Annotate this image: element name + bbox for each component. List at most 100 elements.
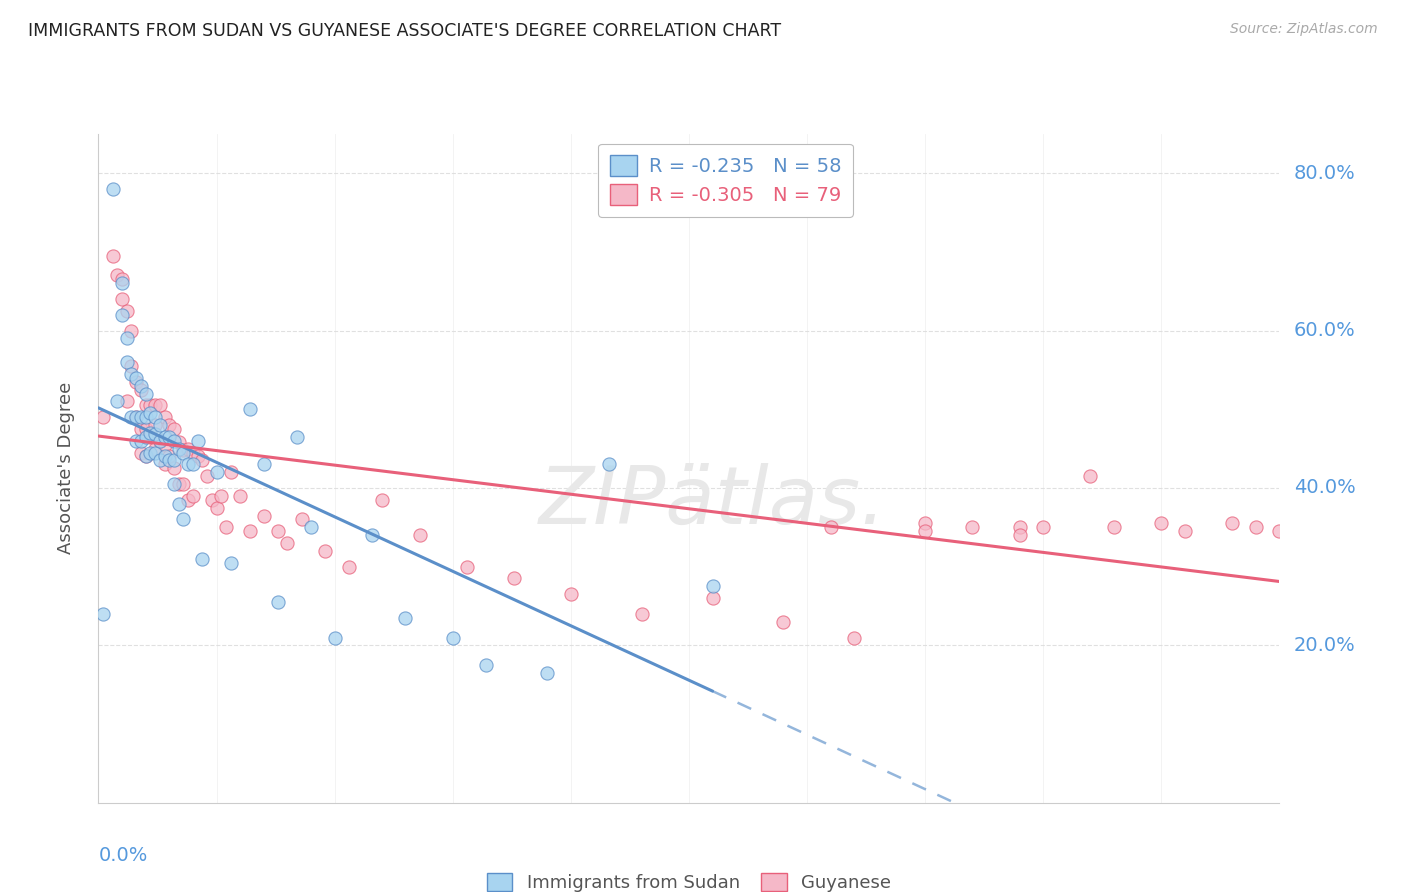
Text: Source: ZipAtlas.com: Source: ZipAtlas.com (1230, 22, 1378, 37)
Point (135, 410, 157, 425)
Point (125, 375, 148, 389)
Point (441, 631, 464, 645)
Point (129, 378, 152, 392)
Point (205, 500, 228, 515)
Point (560, 587, 582, 601)
Point (323, 631, 346, 645)
Point (115, 394, 138, 409)
Point (702, 591, 724, 606)
Point (121, 367, 143, 381)
Point (914, 524, 936, 539)
Point (111, 308, 134, 322)
Point (1150, 516, 1173, 531)
Text: 80.0%: 80.0% (1294, 163, 1355, 183)
Point (181, 489, 204, 503)
Point (129, 410, 152, 425)
Point (962, 520, 984, 534)
Point (702, 579, 724, 593)
Point (205, 465, 228, 479)
Point (143, 427, 166, 442)
Point (149, 453, 172, 467)
Point (163, 461, 186, 475)
Point (149, 434, 172, 448)
Y-axis label: Associate's Degree: Associate's Degree (56, 382, 75, 555)
Point (135, 450, 157, 464)
Point (475, 658, 498, 673)
Point (153, 410, 176, 425)
Point (163, 422, 186, 436)
Point (1220, 516, 1243, 531)
Point (135, 450, 157, 464)
Point (139, 430, 162, 444)
Text: 60.0%: 60.0% (1294, 321, 1355, 340)
Text: IMMIGRANTS FROM SUDAN VS GUYANESE ASSOCIATE'S DEGREE CORRELATION CHART: IMMIGRANTS FROM SUDAN VS GUYANESE ASSOCI… (28, 22, 782, 40)
Point (167, 435, 190, 450)
Point (1268, 524, 1291, 539)
Point (177, 442, 200, 456)
Point (157, 417, 180, 432)
Point (135, 398, 157, 412)
Point (153, 430, 176, 444)
Point (153, 450, 176, 464)
Point (111, 272, 134, 286)
Text: 0.0%: 0.0% (98, 847, 148, 865)
Point (285, 430, 308, 444)
Point (111, 277, 134, 291)
Point (371, 492, 394, 507)
Point (157, 450, 180, 464)
Point (337, 559, 360, 574)
Point (157, 430, 180, 444)
Point (143, 398, 166, 412)
Point (820, 520, 842, 534)
Text: 20.0%: 20.0% (1294, 636, 1355, 655)
Point (1102, 520, 1125, 534)
Point (163, 434, 186, 448)
Text: ZIPätlas.: ZIPätlas. (538, 463, 886, 541)
Point (181, 458, 204, 472)
Point (111, 292, 134, 306)
Point (191, 551, 214, 566)
Point (1008, 528, 1031, 542)
Point (139, 406, 162, 420)
Point (143, 417, 166, 432)
Point (121, 324, 143, 338)
Point (172, 477, 194, 491)
Point (181, 445, 204, 459)
Point (195, 469, 218, 483)
Point (125, 410, 148, 425)
Point (91, 410, 114, 425)
Point (172, 445, 194, 459)
Point (153, 438, 176, 452)
Point (153, 458, 176, 472)
Point (172, 443, 194, 458)
Point (143, 410, 166, 425)
Point (163, 453, 186, 467)
Point (187, 450, 209, 464)
Point (536, 665, 558, 680)
Point (215, 520, 238, 534)
Point (267, 595, 290, 609)
Point (115, 331, 138, 345)
Point (394, 611, 416, 625)
Point (91, 607, 114, 621)
Point (172, 512, 194, 526)
Point (1292, 524, 1315, 539)
Point (229, 489, 252, 503)
Text: 40.0%: 40.0% (1294, 478, 1355, 498)
Point (143, 445, 166, 459)
Point (101, 249, 124, 263)
Point (267, 524, 290, 539)
Point (167, 477, 190, 491)
Point (177, 458, 200, 472)
Point (239, 402, 262, 417)
Point (456, 559, 478, 574)
Point (167, 497, 190, 511)
Point (139, 445, 162, 459)
Point (1032, 520, 1054, 534)
Point (219, 465, 242, 479)
Point (503, 572, 526, 586)
Point (135, 386, 157, 401)
Point (290, 512, 312, 526)
Point (129, 383, 152, 397)
Point (157, 453, 180, 467)
